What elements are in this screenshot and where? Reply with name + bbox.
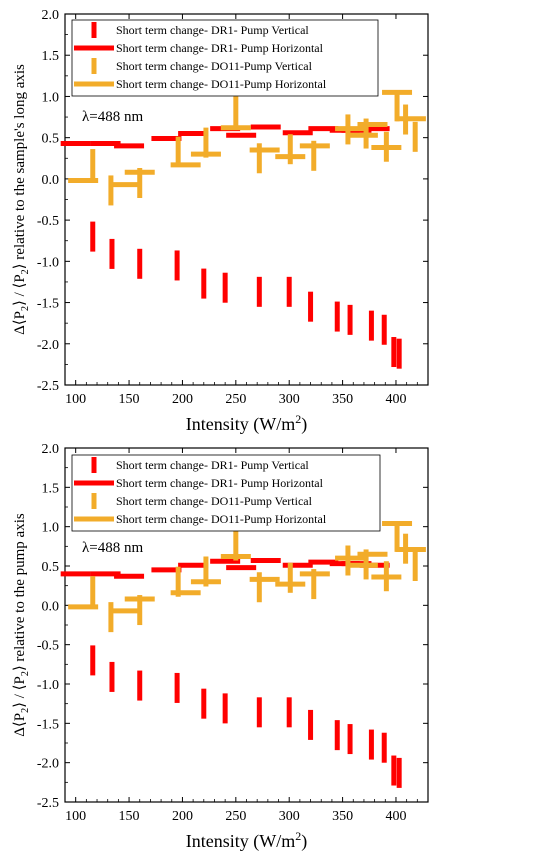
y-tick-label: 1.0 — [42, 521, 60, 536]
y-tick-label: -1.0 — [37, 255, 59, 270]
y-axis-title: Δ⟨P2⟩ / ⟨P2⟩ relative to the sample's lo… — [12, 64, 31, 335]
x-tick-label: 300 — [279, 392, 300, 407]
y-tick-label: 0.0 — [42, 173, 60, 188]
y-tick-label: -1.0 — [37, 678, 59, 693]
y-tick-label: -2.5 — [37, 796, 59, 811]
x-tick-label: 350 — [332, 392, 353, 407]
y-tick-label: 2.0 — [42, 442, 60, 457]
chart-panel-bottom: 100 150 200 250 300 350 400 -2.5 -2.0 -1.5 -1.0 -0.… — [12, 442, 429, 852]
legend-entry: Short term change- DR1- Pump Vertical — [116, 23, 309, 37]
legend-entry: Short term change- DO11-Pump Horizontal — [116, 77, 327, 91]
y-tick-label: 1.5 — [42, 481, 60, 496]
y-tick-label: 1.0 — [42, 90, 60, 105]
series-2 — [90, 521, 418, 633]
y-tick-label: -1.5 — [37, 297, 59, 312]
y-tick-label: 1.5 — [42, 49, 60, 64]
x-tick-label: 350 — [332, 809, 353, 824]
y-tick-label: -0.5 — [37, 639, 59, 654]
x-tick-label: 100 — [65, 392, 86, 407]
series-0 — [90, 221, 402, 369]
legend-entry: Short term change- DO11-Pump Horizontal — [116, 512, 327, 526]
x-axis-title: Intensity (W/m2) — [186, 412, 307, 435]
legend-entry: Short term change- DR1- Pump Vertical — [116, 458, 309, 472]
x-tick-label: 150 — [119, 809, 140, 824]
x-tick-label: 300 — [279, 809, 300, 824]
y-tick-label: -2.0 — [37, 338, 59, 353]
y-tick-label: 0.5 — [42, 560, 60, 575]
x-tick-label: 250 — [225, 392, 246, 407]
series-3 — [68, 521, 426, 614]
y-tick-label: -1.5 — [37, 717, 59, 732]
legend-entry: Short term change- DR1- Pump Horizontal — [116, 476, 324, 490]
chart-panel-top: 100 150 200 250 300 350 400 -2.5 -2.0 -1.5 -1.0 -0.… — [12, 8, 429, 435]
x-tick-label: 200 — [172, 809, 193, 824]
wavelength-annotation: λ=488 nm — [82, 540, 143, 556]
series-0 — [90, 645, 402, 788]
x-axis-title: Intensity (W/m2) — [186, 829, 307, 852]
series-1 — [60, 557, 390, 579]
x-tick-label: 200 — [172, 392, 193, 407]
y-axis-title: Δ⟨P2⟩ / ⟨P2⟩ relative to the pump axis — [12, 513, 31, 737]
x-tick-label: 150 — [119, 392, 140, 407]
legend-entry: Short term change- DR1- Pump Horizontal — [116, 41, 324, 55]
x-tick-label: 250 — [225, 809, 246, 824]
legend-entry: Short term change- DO11-Pump Vertical — [116, 59, 313, 73]
y-tick-label: -0.5 — [37, 214, 59, 229]
x-tick-label: 100 — [65, 809, 86, 824]
y-tick-label: 2.0 — [42, 8, 60, 23]
wavelength-annotation: λ=488 nm — [82, 109, 143, 125]
series-3 — [68, 89, 426, 188]
legend-box — [71, 454, 381, 532]
legend-box — [71, 19, 379, 97]
y-tick-label: 0.5 — [42, 132, 60, 147]
x-tick-label: 400 — [385, 809, 406, 824]
x-tick-label: 400 — [385, 392, 406, 407]
legend-entry: Short term change- DO11-Pump Vertical — [116, 494, 313, 508]
y-tick-label: -2.5 — [37, 379, 59, 394]
y-tick-label: -2.0 — [37, 757, 59, 772]
y-tick-label: 0.0 — [42, 599, 60, 614]
